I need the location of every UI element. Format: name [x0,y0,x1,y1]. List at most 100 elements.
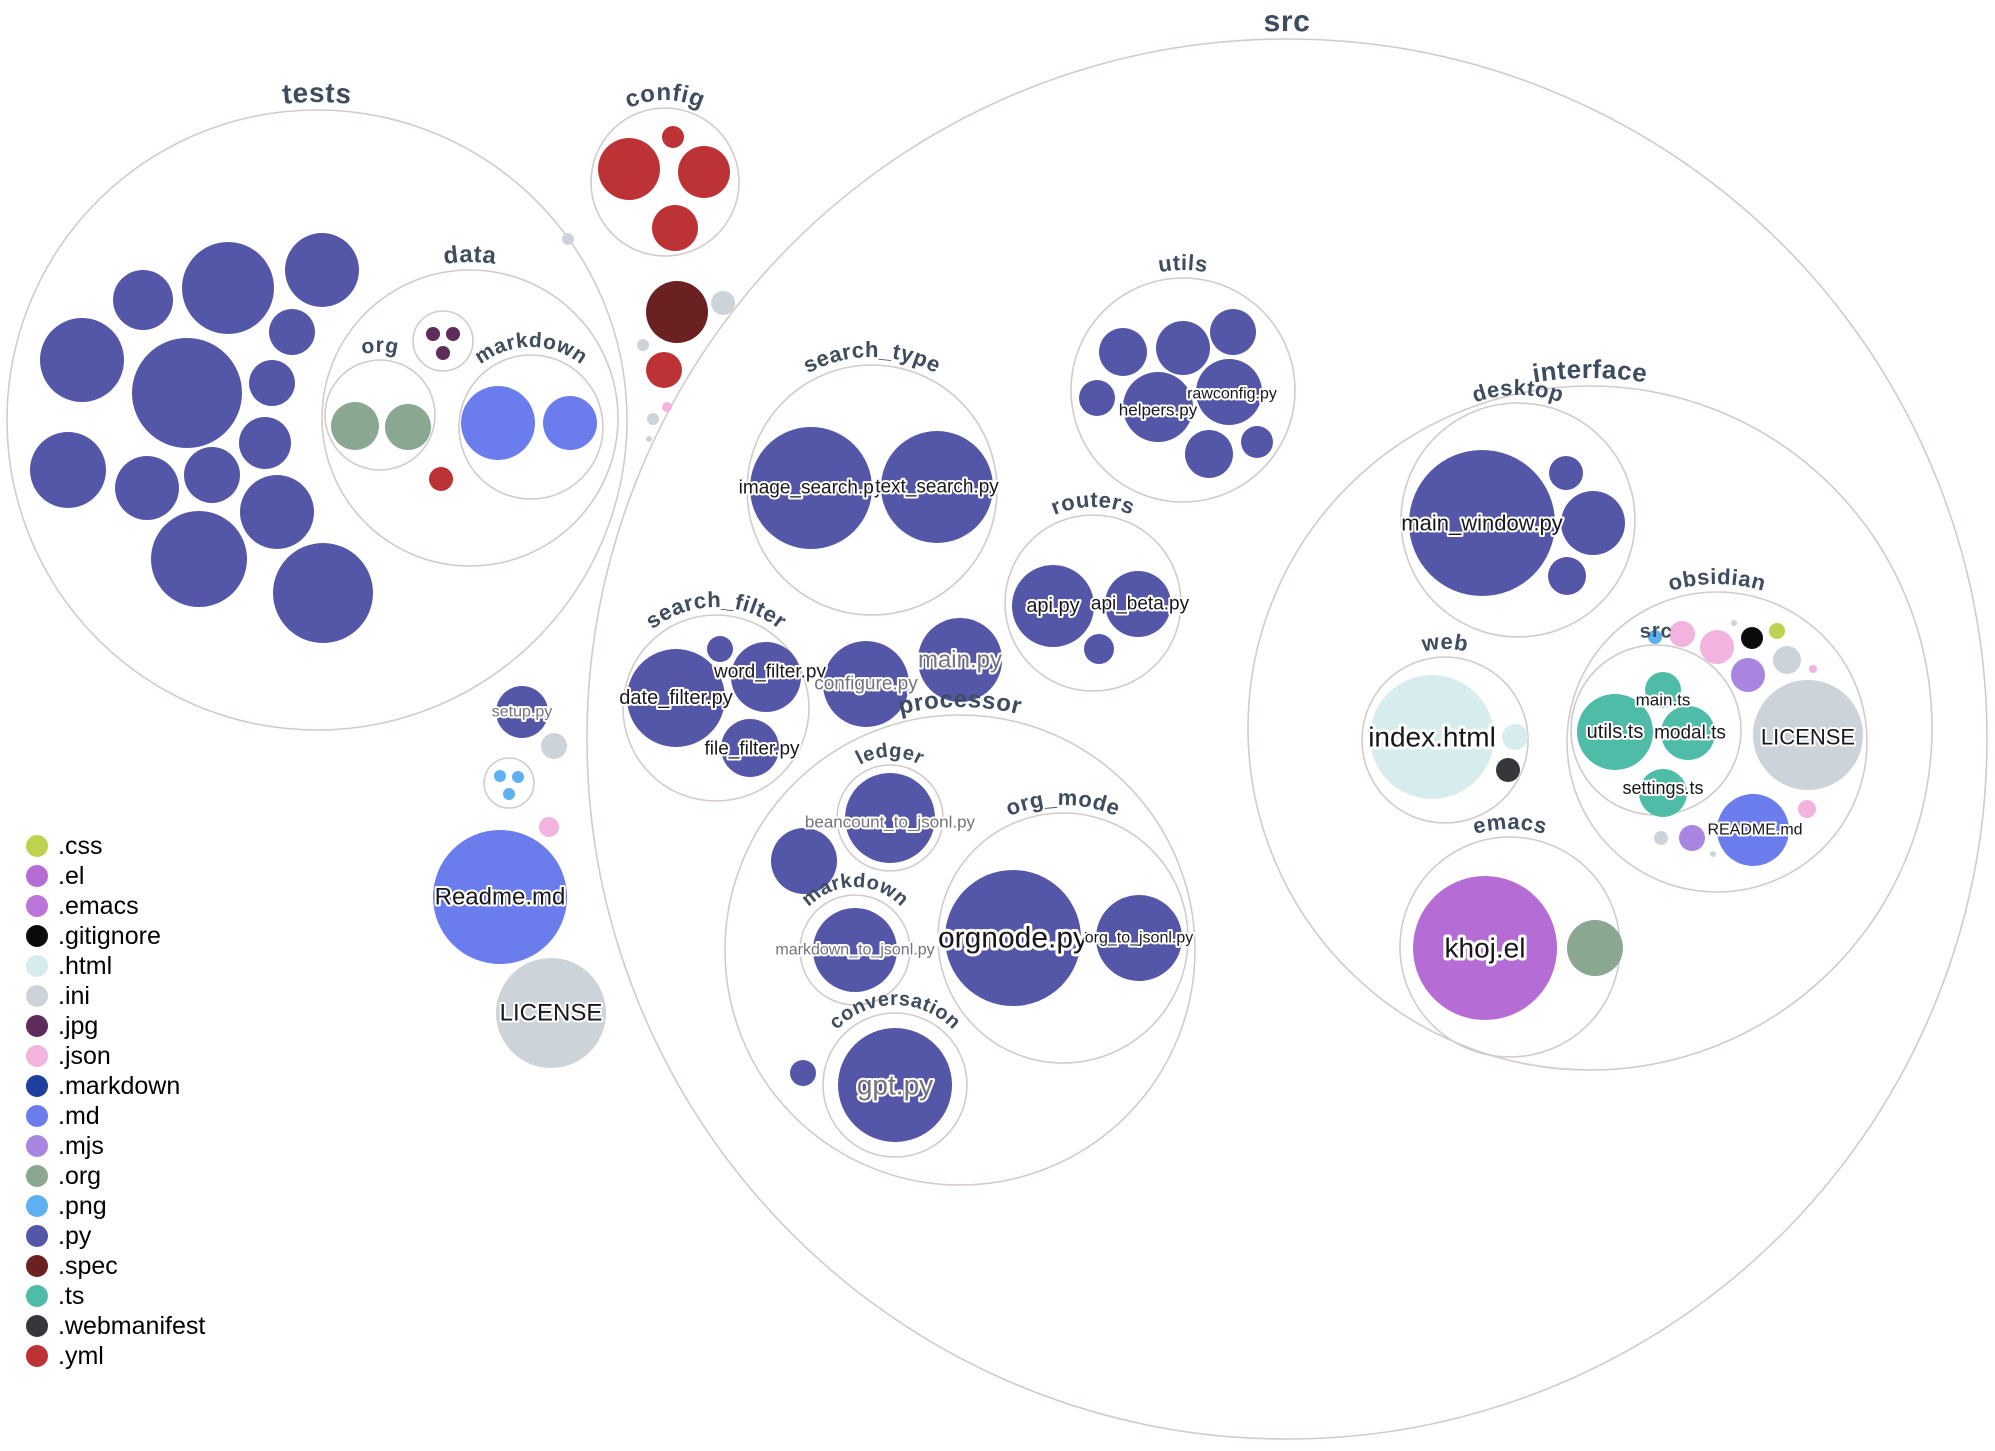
file-circle-py[interactable] [273,543,373,643]
file-circle-mjs[interactable] [1679,825,1705,851]
file-circle-py[interactable] [132,338,242,448]
file-circle-ini[interactable] [647,413,659,425]
file-circle-jpg[interactable] [446,327,460,341]
dir-config-circle[interactable] [590,107,740,257]
file-circle-py[interactable] [1156,321,1210,375]
file-obsidian-license-circle[interactable] [1753,680,1863,790]
file-circle-py[interactable] [30,432,106,508]
file-circle-yml[interactable] [598,138,660,200]
file-utils-ts-circle[interactable] [1577,694,1653,770]
file-circle-py[interactable] [269,309,315,355]
dir-conversation-circle[interactable] [822,1012,968,1158]
file-circle-ini[interactable] [711,291,735,315]
file-circle-org[interactable] [1567,920,1623,976]
file-circle-py[interactable] [1084,634,1114,664]
file-circle-py[interactable] [151,511,247,607]
dir-utils-circle[interactable] [1070,277,1296,503]
file-rawconfig-py-circle[interactable] [1196,359,1262,425]
file-setup-py-circle[interactable] [496,686,548,738]
file-main-window-py-circle[interactable] [1409,450,1555,596]
file-obsidian-readme-circle[interactable] [1717,794,1789,866]
file-circle-py[interactable] [115,456,179,520]
file-circle-py[interactable] [707,636,733,662]
file-circle-html[interactable] [1502,724,1528,750]
file-main-ts-circle[interactable] [1645,672,1681,708]
file-index-html-circle[interactable] [1370,675,1494,799]
file-circle-yml[interactable] [678,146,730,198]
file-circle-ini[interactable] [1654,831,1668,845]
dir-routers-circle[interactable] [1004,514,1182,692]
file-circle-py[interactable] [182,242,274,334]
file-circle-ini[interactable] [562,233,574,245]
file-beancount-to-jsonl-py-circle[interactable] [845,773,935,863]
file-circle-py[interactable] [1548,557,1586,595]
dir-data-markdown-circle[interactable] [458,354,604,500]
dir-desktop-circle[interactable] [1400,402,1636,638]
file-readme-md-circle[interactable] [433,830,567,964]
dir-tests-circle[interactable] [6,109,628,731]
file-circle-css[interactable] [1769,623,1785,639]
file-circle-ini[interactable] [637,339,649,351]
file-circle-gitignore[interactable] [1741,627,1763,649]
file-circle-yml[interactable] [646,352,682,388]
file-circle-json[interactable] [1669,621,1695,647]
dir-search-filter-circle[interactable] [622,614,810,802]
file-circle-mjs[interactable] [1731,658,1765,692]
file-circle-py[interactable] [1210,309,1256,355]
dir-obsidian-circle[interactable] [1566,591,1868,893]
file-circle-md[interactable] [461,386,535,460]
file-circle-py[interactable] [1099,328,1147,376]
file-file-filter-py-circle[interactable] [721,719,779,777]
file-configure-py-circle[interactable] [823,641,909,727]
file-circle-json[interactable] [539,817,559,837]
file-circle-jpg[interactable] [436,346,450,360]
file-circle-png[interactable] [1648,630,1662,644]
file-circle-md[interactable] [543,396,597,450]
file-circle-json[interactable] [662,402,672,412]
file-circle-ini[interactable] [1710,851,1716,857]
file-gpt-py-circle[interactable] [838,1028,952,1142]
file-khoj-el-circle[interactable] [1413,876,1557,1020]
file-circle-py[interactable] [1185,430,1233,478]
dir-data-org-circle[interactable] [324,359,436,471]
file-circle-py[interactable] [113,270,173,330]
file-circle-py[interactable] [1549,456,1583,490]
dir-org-mode-circle[interactable] [937,812,1189,1064]
file-modal-ts-circle[interactable] [1661,706,1715,760]
file-circle-ini[interactable] [646,436,652,442]
file-circle-py[interactable] [40,318,124,402]
file-circle-py[interactable] [239,417,291,469]
file-circle-ini[interactable] [1731,620,1737,626]
file-circle-py[interactable] [285,233,359,307]
file-word-filter-py-circle[interactable] [731,642,801,712]
file-text-search-py-circle[interactable] [881,431,993,543]
file-circle-png[interactable] [494,770,506,782]
file-circle-ini[interactable] [541,733,567,759]
dir-src-circle[interactable] [586,38,1988,1440]
dir-root-assets-circle[interactable] [483,757,535,809]
file-circle-json[interactable] [1798,800,1816,818]
file-markdown-to-jsonl-py-circle[interactable] [813,908,897,992]
file-circle-json[interactable] [1700,630,1734,664]
file-api-beta-py-circle[interactable] [1105,571,1171,637]
file-circle-py[interactable] [240,475,314,549]
file-circle-py[interactable] [1561,491,1625,555]
file-circle-yml[interactable] [662,126,684,148]
file-image-search-py-circle[interactable] [750,427,872,549]
file-license-circle[interactable] [496,958,606,1068]
file-circle-ini[interactable] [1773,646,1801,674]
dir-search-type-circle[interactable] [746,364,998,616]
file-circle-yml[interactable] [652,205,698,251]
dir-data-images-circle[interactable] [412,310,474,372]
file-circle-json[interactable] [1809,665,1817,673]
file-settings-ts-circle[interactable] [1639,769,1687,817]
file-circle-py[interactable] [249,360,295,406]
file-api-py-circle[interactable] [1012,565,1094,647]
file-circle-py[interactable] [771,828,837,894]
file-circle-org[interactable] [331,402,379,450]
file-org-to-jsonl-py-circle[interactable] [1096,895,1182,981]
file-helpers-py-circle[interactable] [1123,372,1193,442]
file-main-py-circle[interactable] [918,618,1002,702]
file-circle-png[interactable] [503,788,515,800]
file-orgnode-py-circle[interactable] [945,870,1081,1006]
